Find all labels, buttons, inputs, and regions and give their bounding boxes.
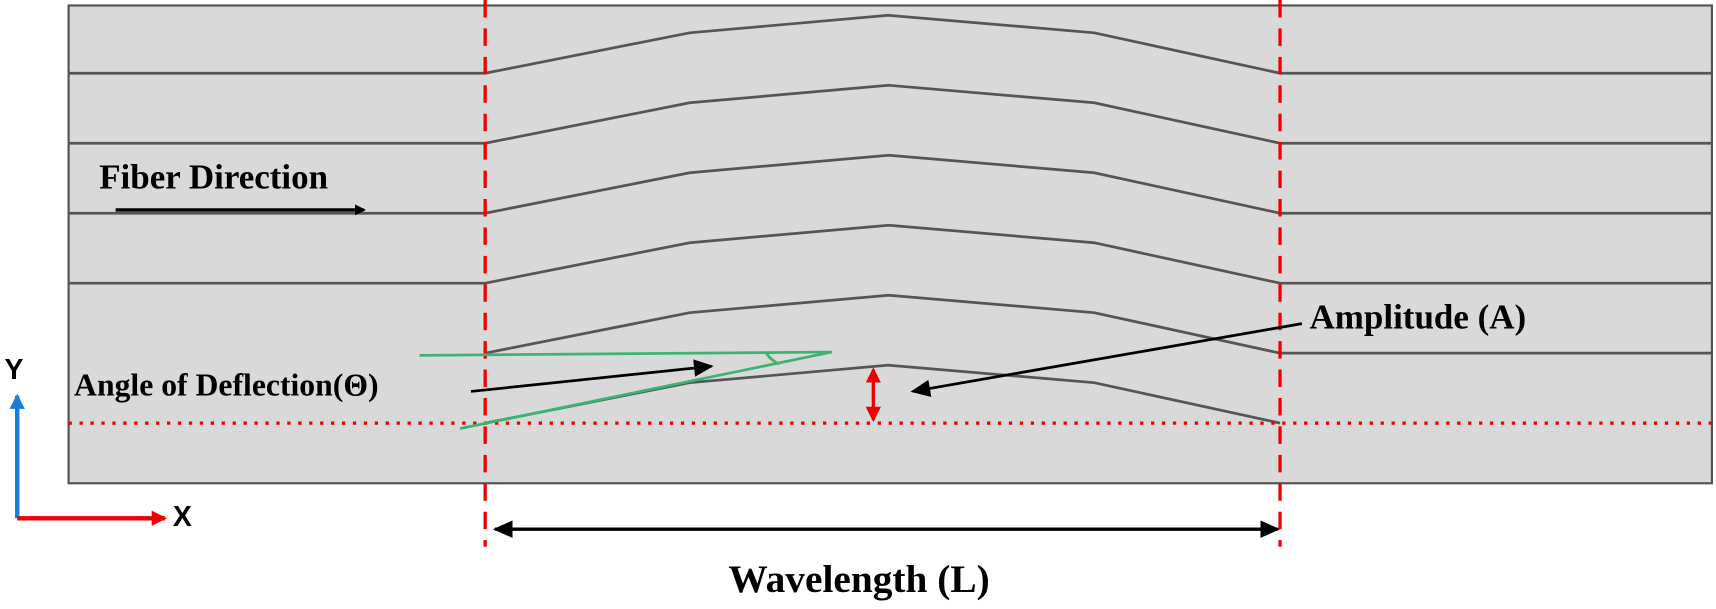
laminate-panel bbox=[67, 4, 1714, 485]
x-axis-label: X bbox=[173, 501, 192, 533]
angle-guides bbox=[419, 350, 833, 430]
amplitude-label: Amplitude (A) bbox=[1310, 297, 1527, 336]
angle-arrow bbox=[470, 359, 714, 393]
angle-label: Angle of Deflection(Θ) bbox=[74, 367, 378, 402]
fiber-direction-label: Fiber Direction bbox=[99, 157, 328, 196]
amplitude-arrow bbox=[910, 322, 1303, 398]
wavelength-label: Wavelength (L) bbox=[728, 557, 989, 601]
y-axis-label: Y bbox=[4, 354, 23, 386]
